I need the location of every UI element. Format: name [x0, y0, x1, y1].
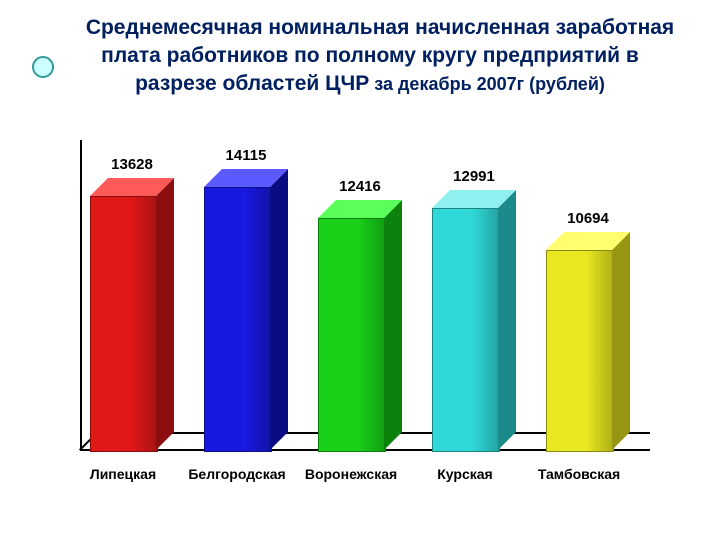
bar-front: [204, 187, 272, 452]
value-label: 12416: [308, 178, 412, 195]
title-line3: разрезе областей ЦЧР за декабрь 2007г (р…: [60, 72, 680, 96]
bar-front: [432, 208, 500, 452]
value-label: 10694: [536, 210, 640, 227]
bar-side: [384, 200, 402, 450]
bar-side: [270, 169, 288, 450]
bar-side: [156, 178, 174, 450]
bar-side: [612, 232, 630, 450]
bar-front: [90, 196, 158, 452]
category-label: Белгородская: [180, 466, 294, 482]
category-label: Воронежская: [294, 466, 408, 482]
bar-front: [318, 218, 386, 452]
category-label: Липецкая: [66, 466, 180, 482]
bar-side: [498, 190, 516, 450]
category-label: Тамбовская: [522, 466, 636, 482]
title-line2: плата работников по полному кругу предпр…: [60, 44, 680, 68]
slide: Среднемесячная номинальная начисленная з…: [0, 0, 720, 540]
value-label: 12991: [422, 168, 526, 185]
title-line1: Среднемесячная номинальная начисленная з…: [60, 16, 700, 40]
bars-container: 13628 14115 12416 12991 10694: [80, 140, 650, 450]
bar-front: [546, 250, 614, 452]
bullet-icon: [32, 56, 54, 78]
category-label: Курская: [408, 466, 522, 482]
value-label: 14115: [194, 147, 298, 164]
value-label: 13628: [80, 156, 184, 173]
bar-chart: 13628 14115 12416 12991 10694: [80, 140, 650, 450]
title-line3-part-b: за декабрь 2007г (рублей): [369, 74, 605, 94]
title-line3-part-a: разрезе областей ЦЧР: [135, 72, 369, 95]
